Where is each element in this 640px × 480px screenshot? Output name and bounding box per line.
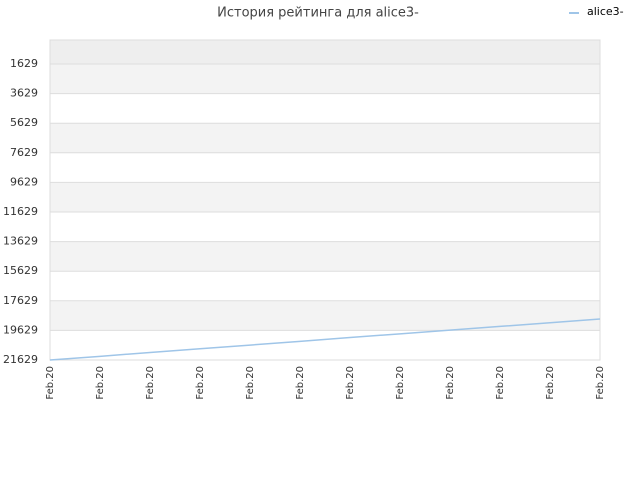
y-tick-label: 13629 [3,235,38,248]
x-tick-label: Feb.20 [295,366,306,400]
plot-band [50,182,600,213]
y-tick-label: 9629 [10,175,38,188]
y-tick-label: 1629 [10,57,38,70]
x-tick-label: Feb.20 [545,366,556,400]
x-tick-label: Feb.20 [245,366,256,400]
series-line [49,318,601,361]
plot-band [50,241,600,272]
y-tick-label: 21629 [3,353,38,366]
plot-band [50,152,600,183]
plot-band [50,330,600,360]
y-tick-label: 17629 [3,294,38,307]
chart-title: История рейтинга для alice3- [217,6,419,21]
y-tick-label: 15629 [3,264,38,277]
plot-border [49,39,601,361]
plot-band [50,300,600,331]
plot-band [50,93,600,124]
x-tick-label: Feb.20 [595,366,606,400]
legend-label: alice3- [587,5,624,18]
plot-band [50,212,600,242]
plot-band [50,123,600,153]
x-tick-label: Feb.20 [195,366,206,400]
plot-band [50,40,600,65]
y-tick-label: 7629 [10,146,38,159]
x-tick-label: Feb.20 [395,366,406,400]
plot-band [50,271,600,301]
y-tick-label: 3629 [10,87,38,100]
plot-band [50,64,600,94]
x-tick-label: Feb.20 [495,366,506,400]
x-tick-label: Feb.20 [95,366,106,400]
y-tick-label: 19629 [3,323,38,336]
y-tick-label: 5629 [10,116,38,129]
x-tick-label: Feb.20 [145,366,156,400]
x-tick-label: Feb.20 [45,366,56,400]
x-tick-label: Feb.20 [345,366,356,400]
y-tick-label: 11629 [3,205,38,218]
x-tick-label: Feb.20 [445,366,456,400]
